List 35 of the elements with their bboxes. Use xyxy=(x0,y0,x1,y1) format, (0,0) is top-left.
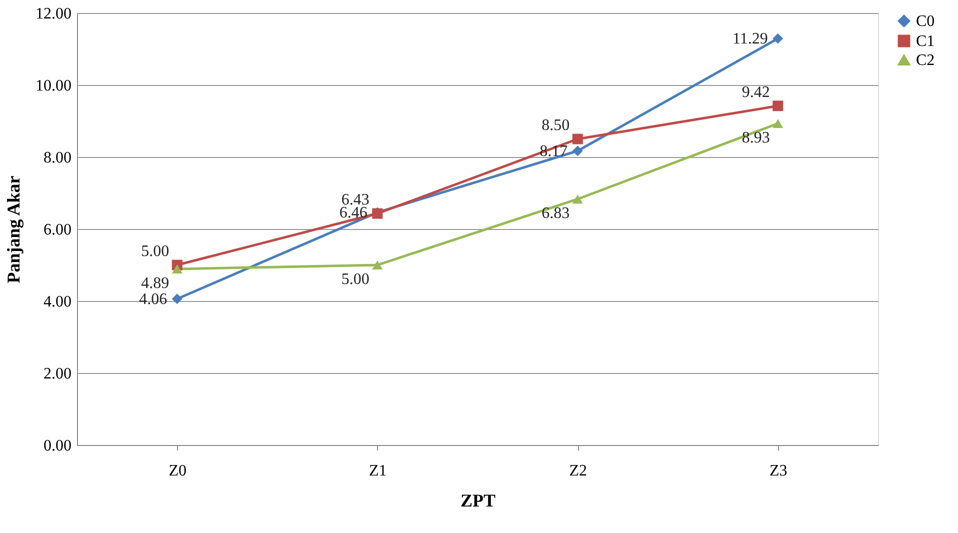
point xyxy=(372,260,383,270)
data-label: 5.00 xyxy=(141,243,170,260)
point xyxy=(572,134,583,144)
y-tick-label: 2.00 xyxy=(44,366,72,382)
y-tick-label: 0.00 xyxy=(44,438,72,454)
y-tick-label: 4.00 xyxy=(44,294,72,310)
data-label: 8.93 xyxy=(742,130,770,147)
point xyxy=(172,294,182,304)
data-label: 6.46 xyxy=(339,204,368,222)
x-axis-title: ZPT xyxy=(460,490,496,510)
data-label: 5.00 xyxy=(341,271,370,288)
point xyxy=(772,118,784,128)
data-label: 8.50 xyxy=(542,117,570,134)
point xyxy=(572,146,583,156)
point xyxy=(772,33,784,44)
y-tick-label: 8.00 xyxy=(44,150,72,166)
data-label: 11.29 xyxy=(732,30,768,48)
data-label: 6.83 xyxy=(542,205,570,222)
legend-label: C1 xyxy=(916,33,935,50)
x-tick-label: Z0 xyxy=(168,462,187,480)
x-tick-label: Z1 xyxy=(368,462,387,480)
point xyxy=(572,194,583,204)
data-label: 4.89 xyxy=(141,274,170,292)
data-label: 4.06 xyxy=(139,290,168,308)
data-label: 9.42 xyxy=(742,84,770,101)
point xyxy=(172,264,182,274)
x-tick-label: Z3 xyxy=(769,462,788,480)
x-tick-label: Z2 xyxy=(569,462,588,480)
legend-label: C2 xyxy=(916,52,935,69)
legend-label: C0 xyxy=(916,13,935,30)
y-tick-label: 10.00 xyxy=(36,78,72,94)
y-axis-title: Panjang Akar xyxy=(4,176,24,284)
point xyxy=(772,100,784,112)
y-tick-label: 6.00 xyxy=(44,222,72,238)
y-tick-label: 12.00 xyxy=(36,6,72,22)
